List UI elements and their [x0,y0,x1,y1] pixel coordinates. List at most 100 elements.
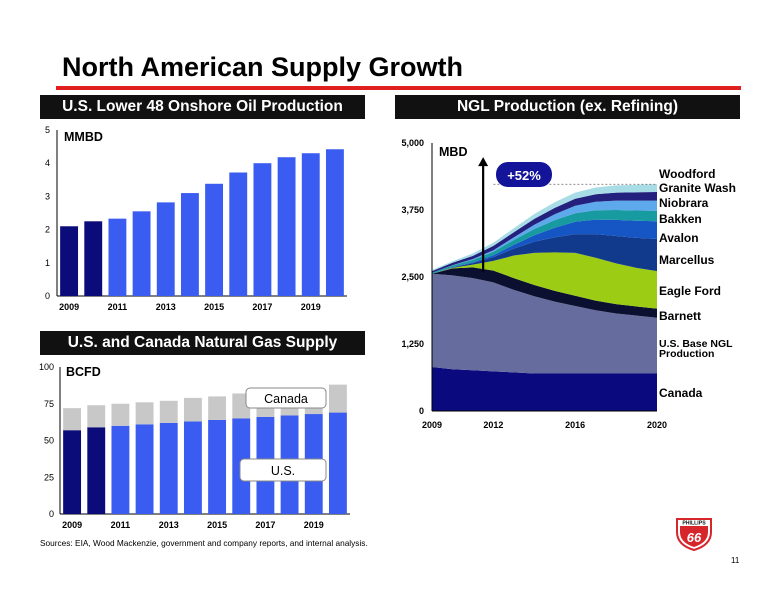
oil-unit-label: MMBD [64,130,103,144]
oil-bar [229,172,248,296]
gas-bar-us [208,419,227,514]
gas-bar-us [63,430,82,514]
ngl-area-eagle-ford [432,252,657,309]
oil-x-tick-label: 2019 [301,302,321,312]
svg-text:PHILLIPS: PHILLIPS [682,521,706,527]
ngl-series-label: U.S. Base NGL Production [659,338,733,360]
oil-y-tick-label: 1 [45,258,50,268]
ngl-y-tick-label: 2,500 [401,272,424,282]
gas-legend-us: U.S. [271,464,295,478]
ngl-unit-label: MBD [439,145,467,159]
ngl-series-label: Marcellus [659,253,715,267]
ngl-series-label: Avalon [659,231,699,245]
ngl-area-barnett [432,267,657,318]
oil-bar [156,202,175,296]
page-title: North American Supply Growth [62,52,464,82]
oil-chart-header: U.S. Lower 48 Onshore Oil Production [40,95,365,119]
ngl-area-granite-wash [432,192,657,273]
phillips-66-logo: PHILLIPS 66 [676,518,712,552]
title-underline [56,86,741,90]
ngl-y-tick-label: 3,750 [401,205,424,215]
ngl-chart-header: NGL Production (ex. Refining) [395,95,740,119]
gas-bar-canada [135,402,154,425]
oil-x-tick-label: 2015 [204,302,224,312]
page-number: 11 [731,556,740,565]
gas-chart-header: U.S. and Canada Natural Gas Supply [40,331,365,355]
gas-bar-us [328,412,347,514]
ngl-x-tick-label: 2009 [422,420,442,430]
ngl-series-label: Woodford [659,167,715,181]
oil-bar [180,193,199,296]
ngl-series-label: Niobrara [659,196,709,210]
ngl-series-label: Canada [659,386,703,400]
ngl-area-u-s-base-ngl-production [432,273,657,374]
oil-x-tick-label: 2011 [108,302,128,312]
ngl-series-label: Eagle Ford [659,284,721,298]
oil-bar [60,226,79,296]
oil-bar [277,157,296,296]
gas-x-tick-label: 2019 [304,520,324,530]
ngl-x-tick-label: 2020 [647,420,667,430]
oil-bar [108,218,127,296]
ngl-y-tick-label: 5,000 [401,138,424,148]
gas-bar-us [183,421,202,514]
oil-y-tick-label: 3 [45,191,50,201]
ngl-y-tick-label: 0 [419,406,424,416]
ngl-x-tick-label: 2016 [565,420,585,430]
gas-y-tick-label: 100 [39,362,54,372]
ngl-series-label: Bakken [659,212,702,226]
oil-y-tick-label: 4 [45,158,50,168]
gas-bar-us [87,427,106,514]
gas-y-tick-label: 75 [44,399,54,409]
ngl-area-niobrara [432,200,657,273]
gas-bar-canada [159,400,178,423]
ngl-x-tick-label: 2012 [483,420,503,430]
gas-bar-canada [87,405,106,428]
ngl-series-label: Granite Wash [659,181,736,195]
oil-x-tick-label: 2009 [59,302,79,312]
gas-unit-label: BCFD [66,365,101,379]
gas-x-tick-label: 2015 [207,520,227,530]
ngl-area-avalon [432,219,657,274]
gas-bar-canada [208,396,227,420]
oil-x-tick-label: 2013 [156,302,176,312]
gas-bar-us [159,422,178,514]
oil-y-tick-label: 2 [45,225,50,235]
oil-y-tick-label: 5 [45,125,50,135]
gas-legend-canada-box [245,387,327,409]
oil-bar [253,163,272,296]
gas-bar-canada [111,403,130,426]
gas-legend-canada: Canada [264,392,308,406]
ngl-growth-annotation: +52% [507,168,541,183]
oil-y-tick-label: 0 [45,291,50,301]
gas-x-tick-label: 2017 [255,520,275,530]
ngl-area-marcellus [432,234,657,274]
gas-legend-us-box [239,458,327,482]
oil-x-tick-label: 2017 [252,302,272,312]
ngl-series-label: Barnett [659,309,701,323]
svg-text:66: 66 [687,530,702,545]
gas-x-tick-label: 2009 [62,520,82,530]
oil-bar [132,211,151,296]
gas-y-tick-label: 0 [49,509,54,519]
gas-bar-canada [63,408,82,431]
gas-x-tick-label: 2013 [159,520,179,530]
ngl-growth-badge [496,162,552,187]
gas-y-tick-label: 50 [44,436,54,446]
ngl-area-canada [432,367,657,411]
gas-y-tick-label: 25 [44,472,54,482]
gas-bar-us [111,425,130,514]
oil-bar [301,153,320,296]
source-note: Sources: EIA, Wood Mackenzie, government… [40,538,368,548]
gas-bar-canada [328,384,347,413]
gas-x-tick-label: 2011 [111,520,131,530]
gas-bar-canada [183,397,202,422]
oil-bar [84,221,103,296]
oil-bar [325,149,344,296]
oil-bar [205,183,224,296]
ngl-area-bakken [432,210,657,274]
ngl-y-tick-label: 1,250 [401,339,424,349]
